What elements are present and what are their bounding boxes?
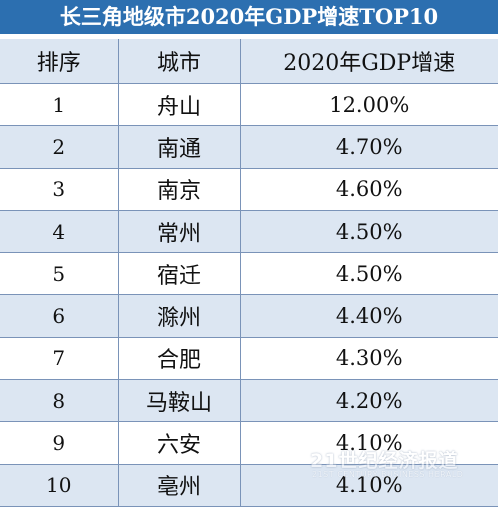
- city-cell: 南京: [118, 168, 241, 211]
- rank-cell: 2: [0, 125, 119, 169]
- rank-cell: 4: [0, 210, 119, 254]
- rank-cell: 10: [0, 464, 119, 507]
- growth-cell: 4.60%: [240, 168, 498, 211]
- header-growth: 2020年GDP增速: [240, 39, 498, 84]
- growth-cell: 4.10%: [240, 464, 498, 507]
- rank-cell: 6: [0, 294, 119, 338]
- growth-cell: 12.00%: [240, 83, 498, 127]
- ranking-table: 排序 城市 2020年GDP增速 1 舟山 12.00% 2 南通 4.70% …: [0, 39, 498, 507]
- table-row: 2 南通 4.70%: [0, 125, 498, 169]
- table-header-row: 排序 城市 2020年GDP增速: [0, 39, 498, 84]
- page-title: 长三角地级市2020年GDP增速TOP10: [0, 0, 498, 34]
- table-row: 5 宿迁 4.50%: [0, 252, 498, 296]
- growth-cell: 4.50%: [240, 210, 498, 254]
- table-row: 10 亳州 4.10%: [0, 464, 498, 507]
- table-row: 4 常州 4.50%: [0, 210, 498, 254]
- table-row: 9 六安 4.10%: [0, 421, 498, 465]
- table-row: 1 舟山 12.00%: [0, 83, 498, 127]
- rank-cell: 3: [0, 168, 119, 211]
- city-cell: 六安: [118, 421, 241, 465]
- growth-cell: 4.70%: [240, 125, 498, 169]
- table-row: 6 滁州 4.40%: [0, 294, 498, 338]
- city-cell: 宿迁: [118, 252, 241, 296]
- city-cell: 合肥: [118, 337, 241, 381]
- rank-cell: 8: [0, 379, 119, 423]
- growth-cell: 4.50%: [240, 252, 498, 296]
- rank-cell: 7: [0, 337, 119, 381]
- city-cell: 南通: [118, 125, 241, 169]
- rank-cell: 5: [0, 252, 119, 296]
- growth-cell: 4.20%: [240, 379, 498, 423]
- city-cell: 舟山: [118, 83, 241, 127]
- table-row: 7 合肥 4.30%: [0, 337, 498, 381]
- header-rank: 排序: [0, 39, 119, 84]
- growth-cell: 4.30%: [240, 337, 498, 381]
- rank-cell: 9: [0, 421, 119, 465]
- city-cell: 常州: [118, 210, 241, 254]
- table-row: 8 马鞍山 4.20%: [0, 379, 498, 423]
- header-city: 城市: [118, 39, 241, 84]
- city-cell: 马鞍山: [118, 379, 241, 423]
- rank-cell: 1: [0, 83, 119, 127]
- table-row: 3 南京 4.60%: [0, 168, 498, 211]
- city-cell: 亳州: [118, 464, 241, 507]
- city-cell: 滁州: [118, 294, 241, 338]
- growth-cell: 4.10%: [240, 421, 498, 465]
- growth-cell: 4.40%: [240, 294, 498, 338]
